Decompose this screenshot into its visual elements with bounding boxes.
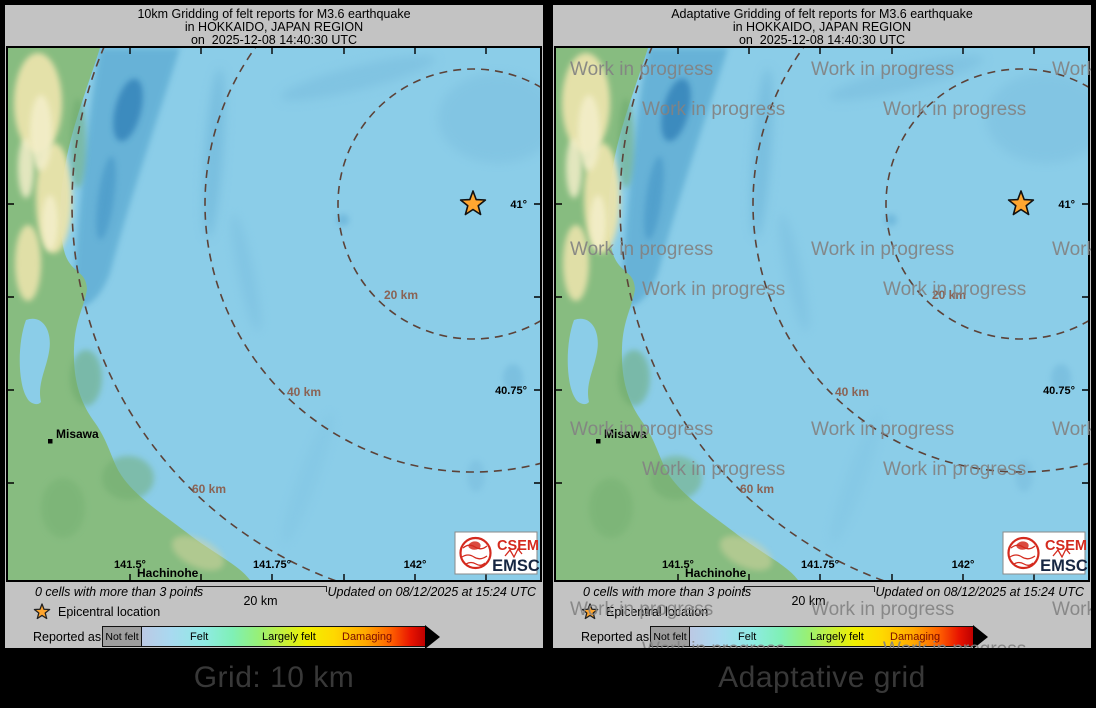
title-line-3: on 2025-12-08 14:40:30 UTC <box>190 32 358 47</box>
legend-not-felt-label: Not felt <box>653 630 687 643</box>
logo-text-emsc: EMSC <box>1040 557 1088 575</box>
title-line-1: Adaptative Gridding of felt reports for … <box>671 7 973 21</box>
distance-rings <box>71 48 540 580</box>
title-line-2: in HOKKAIDO, JAPAN REGION <box>732 19 912 34</box>
cells-note: 0 cells with more than 3 points <box>35 585 204 599</box>
ring-label-60km: 60 km <box>192 482 226 496</box>
intensity-gradient: Felt Largely felt Damaging <box>690 626 973 647</box>
city-label-hachinohe: Hachinohe <box>137 566 199 580</box>
epicenter-legend: Epicentral location <box>33 603 160 620</box>
lon-label-141-75: 141.75° <box>253 559 291 571</box>
land-relief <box>14 53 225 571</box>
logo-text-csem: CSEM <box>497 538 539 554</box>
scale-bar <box>196 586 327 592</box>
legend-felt-label: Felt <box>738 631 757 643</box>
logo-text-emsc: EMSC <box>492 557 540 575</box>
title-line-2: in HOKKAIDO, JAPAN REGION <box>184 19 364 34</box>
lon-label-142: 142° <box>952 559 975 571</box>
lat-label-40-75: 40.75° <box>1043 385 1075 397</box>
reported-as-label: Reported as: <box>33 630 105 644</box>
intensity-colorbar: Not felt Felt Largely felt Damaging <box>102 624 440 649</box>
legend-damaging-label: Damaging <box>342 631 393 643</box>
ring-label-40km: 40 km <box>287 385 321 399</box>
updated-timestamp: Updated on 08/12/2025 at 15:24 UTC <box>327 585 536 599</box>
scale-bar-label: 20 km <box>791 594 826 608</box>
epicenter-label: Epicentral location <box>606 604 709 619</box>
legend-largely-felt-label: Largely felt <box>810 631 864 643</box>
lat-label-41: 41° <box>510 199 527 211</box>
intensity-colorbar: Not felt Felt Largely felt Damaging <box>650 624 988 649</box>
land-coastline <box>8 48 250 580</box>
map-footer: 0 cells with more than 3 points 20 km Up… <box>553 582 1091 649</box>
arrow-right-icon <box>425 624 440 649</box>
star-icon <box>459 190 487 216</box>
legend-not-felt: Not felt <box>650 626 690 647</box>
star-icon <box>581 603 599 620</box>
csem-emsc-logo <box>454 531 538 575</box>
lat-label-40-75: 40.75° <box>495 385 527 397</box>
lon-label-141-5: 141.5° <box>662 559 694 571</box>
city-label-misawa: Misawa <box>56 427 99 441</box>
panel-grid-10km: 10km Gridding of felt reports for M3.6 e… <box>5 5 543 649</box>
lat-label-41: 41° <box>1058 199 1075 211</box>
city-marker-misawa <box>48 439 53 444</box>
legend-not-felt: Not felt <box>102 626 142 647</box>
ring-label-20km: 20 km <box>932 288 966 302</box>
map-footer: 0 cells with more than 3 points 20 km Up… <box>5 582 543 649</box>
map-adaptative-grid: 41° 40.75° 141.5° 141.75° 142° Hachinohe… <box>554 46 1090 582</box>
updated-timestamp: Updated on 08/12/2025 at 15:24 UTC <box>875 585 1084 599</box>
city-label-misawa: Misawa <box>604 427 647 441</box>
ring-40km <box>204 48 540 473</box>
map-canvas: 41° 40.75° 141.5° 141.75° 142° Hachinohe… <box>556 48 1088 580</box>
globe-icon <box>459 536 492 570</box>
lon-label-142: 142° <box>404 559 427 571</box>
map-canvas: 41° 40.75° 141.5° 141.75° 142° Hachinohe… <box>8 48 540 580</box>
ring-label-60km: 60 km <box>740 482 774 496</box>
cells-note: 0 cells with more than 3 points <box>583 585 752 599</box>
arrow-right-icon <box>973 624 988 649</box>
reported-as-label: Reported as: <box>581 630 653 644</box>
axis-ticks <box>8 48 540 580</box>
caption-grid-10km: Grid: 10 km <box>193 661 355 694</box>
title-line-3: on 2025-12-08 14:40:30 UTC <box>738 32 906 47</box>
panel-adaptative-grid: Adaptative Gridding of felt reports for … <box>553 5 1091 649</box>
ocean-relief <box>72 48 540 544</box>
panel-title: 10km Gridding of felt reports for M3.6 e… <box>5 8 543 46</box>
star-icon <box>33 603 51 620</box>
legend-not-felt-label: Not felt <box>105 630 139 643</box>
lon-label-141-75: 141.75° <box>801 559 839 571</box>
title-line-1: 10km Gridding of felt reports for M3.6 e… <box>137 7 411 21</box>
scale-bar-label: 20 km <box>243 594 278 608</box>
epicenter-label: Epicentral location <box>58 604 161 619</box>
epicenter-legend: Epicentral location <box>581 603 708 620</box>
logo-text-csem: CSEM <box>1045 538 1087 554</box>
scale-bar <box>744 586 875 592</box>
ring-20km <box>337 68 540 340</box>
intensity-gradient: Felt Largely felt Damaging <box>142 626 425 647</box>
panel-title: Adaptative Gridding of felt reports for … <box>553 8 1091 46</box>
lake <box>19 318 50 405</box>
caption-adaptative-grid: Adaptative grid <box>718 661 926 694</box>
map-grid-10km: 41° 40.75° 141.5° 141.75° 142° Hachinohe… <box>6 46 542 582</box>
legend-felt-label: Felt <box>190 631 209 643</box>
legend-largely-felt-label: Largely felt <box>262 631 316 643</box>
ring-label-20km: 20 km <box>384 288 418 302</box>
legend-damaging-label: Damaging <box>890 631 941 643</box>
ring-label-40km: 40 km <box>835 385 869 399</box>
lon-label-141-5: 141.5° <box>114 559 146 571</box>
city-label-hachinohe: Hachinohe <box>685 566 747 580</box>
